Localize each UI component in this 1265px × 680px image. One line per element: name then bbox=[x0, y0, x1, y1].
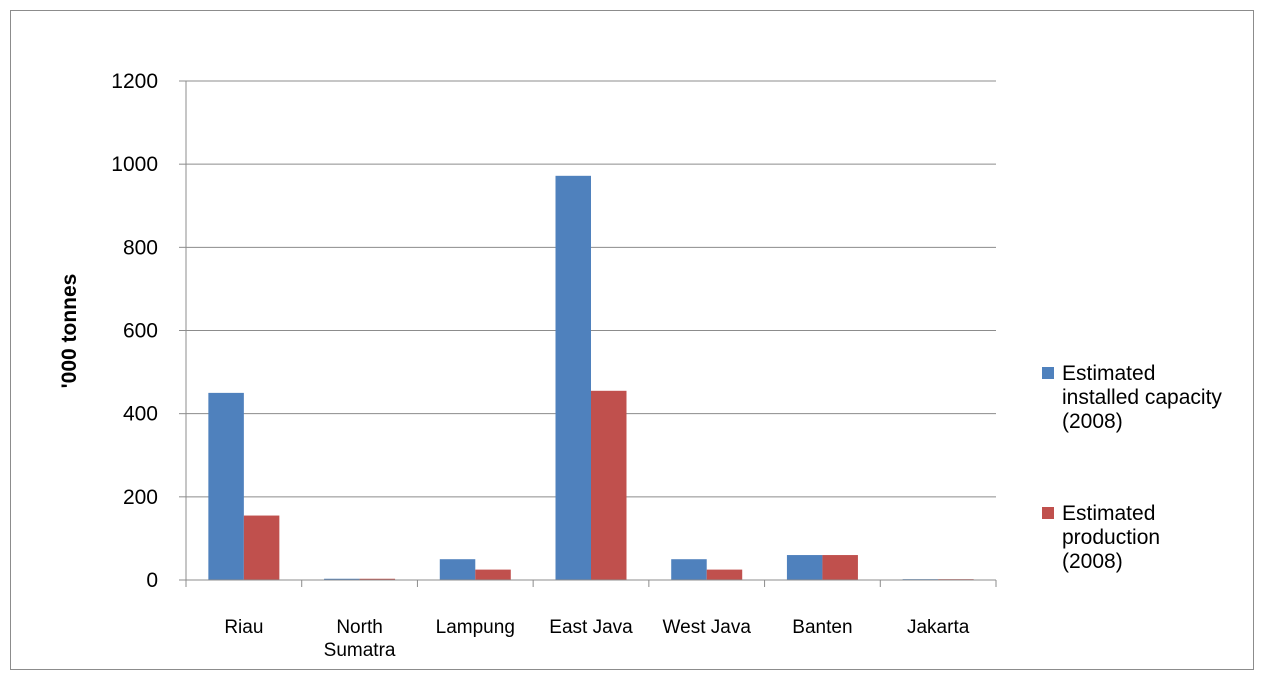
y-axis-label: '000 tonnes bbox=[58, 274, 81, 389]
x-category-label: East Java bbox=[549, 617, 633, 638]
x-category-label: Banten bbox=[792, 617, 852, 638]
legend-label: Estimated bbox=[1062, 502, 1155, 525]
y-tick-label: 1000 bbox=[111, 153, 158, 176]
bar-series2-2 bbox=[475, 569, 511, 580]
bar-series1-1 bbox=[324, 578, 360, 580]
bar-series2-3 bbox=[591, 390, 627, 580]
y-tick-label: 400 bbox=[123, 403, 158, 426]
legend-label: production bbox=[1062, 526, 1160, 549]
y-tick-label: 200 bbox=[123, 486, 158, 509]
bar-series2-4 bbox=[706, 569, 743, 580]
legend-swatch bbox=[1042, 507, 1054, 519]
bar-series2-0 bbox=[243, 515, 280, 580]
legend-label: Estimated bbox=[1062, 362, 1155, 385]
bar-series1-3 bbox=[555, 175, 591, 580]
bar-series1-0 bbox=[208, 392, 244, 580]
x-category-label: Riau bbox=[224, 617, 263, 638]
y-tick-label: 800 bbox=[123, 236, 158, 259]
x-category-label: West Java bbox=[663, 617, 752, 638]
y-tick-labels: 0 200 400 600 800 1000 1200 bbox=[111, 70, 158, 592]
x-category-label: North bbox=[336, 617, 382, 638]
legend-swatch bbox=[1042, 367, 1054, 379]
y-tick-label: 1200 bbox=[111, 70, 158, 93]
x-category-label: Jakarta bbox=[907, 617, 970, 638]
y-tick-label: 600 bbox=[123, 320, 158, 343]
bar-series1-2 bbox=[439, 559, 476, 580]
legend-label: (2008) bbox=[1062, 410, 1123, 433]
bar-series1-5 bbox=[786, 555, 823, 580]
x-category-label: Sumatra bbox=[324, 640, 396, 661]
bars bbox=[208, 175, 974, 580]
legend-label: installed capacity bbox=[1062, 386, 1222, 409]
legend-label: (2008) bbox=[1062, 550, 1123, 573]
x-category-label: Lampung bbox=[436, 617, 515, 638]
bar-series1-4 bbox=[671, 559, 707, 580]
bar-series2-1 bbox=[359, 578, 396, 580]
axes bbox=[179, 81, 997, 587]
bar-series2-5 bbox=[822, 555, 858, 580]
y-tick-label: 0 bbox=[146, 569, 158, 592]
